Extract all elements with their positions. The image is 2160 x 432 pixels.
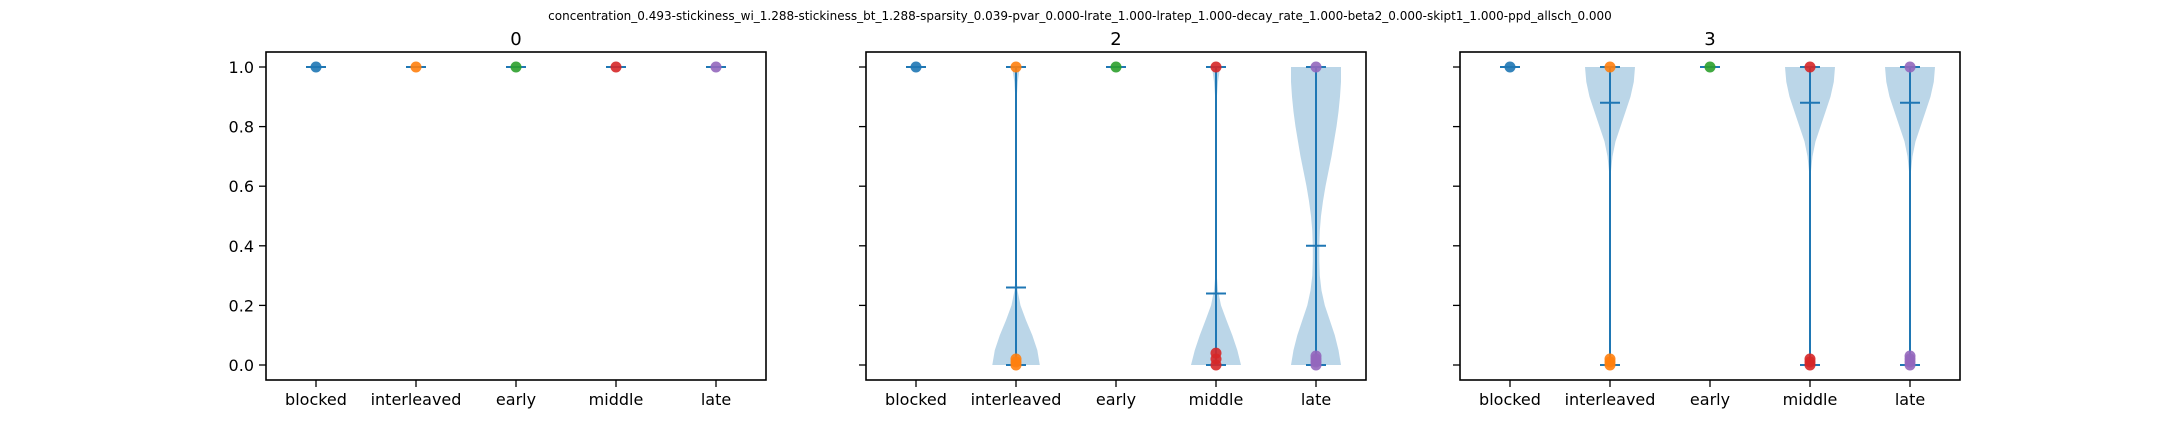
subplot-group: 0 0.0 0.2 0.4 0.6 0.8 1.0 blocked interleaved ear… xyxy=(229,29,1961,409)
data-point xyxy=(610,61,622,73)
violin-middle xyxy=(1191,61,1241,371)
violin-late xyxy=(1885,61,1935,371)
figure-title: concentration_0.493-stickiness_wi_1.288-… xyxy=(548,9,1612,23)
data-point xyxy=(1804,61,1816,73)
violin-early xyxy=(1106,61,1126,73)
violin-interleaved xyxy=(406,61,426,73)
data-point xyxy=(310,61,322,73)
x-tick-label: blocked xyxy=(1479,390,1541,409)
subplot-3: 3 blocked interleaved early middle late xyxy=(1453,29,1961,409)
x-tick-label: early xyxy=(1690,390,1730,409)
data-point xyxy=(1604,61,1616,73)
x-tick-label: interleaved xyxy=(371,390,462,409)
violin-early xyxy=(1700,61,1720,73)
subplot-title: 0 xyxy=(510,29,521,50)
x-tick-label: blocked xyxy=(885,390,947,409)
axes-frame xyxy=(1459,51,1961,381)
y-tick-label: 0.8 xyxy=(229,118,254,137)
y-tick-label: 0.2 xyxy=(229,296,254,315)
subplot-title: 3 xyxy=(1704,29,1715,50)
x-tick-label: interleaved xyxy=(1565,390,1656,409)
y-tick-label: 0.4 xyxy=(229,237,254,256)
data-point xyxy=(910,61,922,73)
x-tick-label: late xyxy=(1895,390,1925,409)
y-tick-label: 1.0 xyxy=(229,58,254,77)
violin-middle xyxy=(1785,61,1835,371)
x-tick-label: late xyxy=(1301,390,1331,409)
y-tick-label: 0.0 xyxy=(229,356,254,375)
x-tick-label: interleaved xyxy=(971,390,1062,409)
violin-interleaved xyxy=(1585,61,1635,371)
axes-frame xyxy=(865,51,1367,381)
data-point xyxy=(1504,61,1516,73)
x-tick-label: early xyxy=(1096,390,1136,409)
subplot-title: 2 xyxy=(1110,29,1121,50)
data-point xyxy=(1704,61,1716,73)
data-point xyxy=(1310,350,1322,362)
violin-blocked xyxy=(306,61,326,73)
violin-middle xyxy=(606,61,626,73)
x-tick-label: blocked xyxy=(285,390,347,409)
data-point xyxy=(1110,61,1122,73)
axes-frame xyxy=(265,51,767,381)
violin-late xyxy=(706,61,726,73)
x-tick-label: middle xyxy=(1783,390,1838,409)
violin-interleaved xyxy=(992,61,1040,371)
violin-blocked xyxy=(1500,61,1520,73)
data-point xyxy=(1904,350,1916,362)
x-tick-label: middle xyxy=(1189,390,1244,409)
violin-blocked xyxy=(906,61,926,73)
data-point xyxy=(1210,347,1222,359)
violin-early xyxy=(506,61,526,73)
data-point xyxy=(710,61,722,73)
data-point xyxy=(1010,61,1022,73)
data-point xyxy=(1904,61,1916,73)
violin-late xyxy=(1291,61,1341,371)
x-tick-label: middle xyxy=(589,390,644,409)
data-point xyxy=(410,61,422,73)
data-point xyxy=(1604,353,1616,365)
x-tick-label: early xyxy=(496,390,536,409)
y-tick-label: 0.6 xyxy=(229,177,254,196)
subplot-0: 0 0.0 0.2 0.4 0.6 0.8 1.0 blocked interleaved ear… xyxy=(229,29,767,409)
data-point xyxy=(1210,61,1222,73)
data-point xyxy=(1010,353,1022,365)
data-point xyxy=(1804,353,1816,365)
subplot-2: 2 blocked interleaved early middle late xyxy=(859,29,1367,409)
data-point xyxy=(510,61,522,73)
x-tick-label: late xyxy=(701,390,731,409)
data-point xyxy=(1310,61,1322,73)
